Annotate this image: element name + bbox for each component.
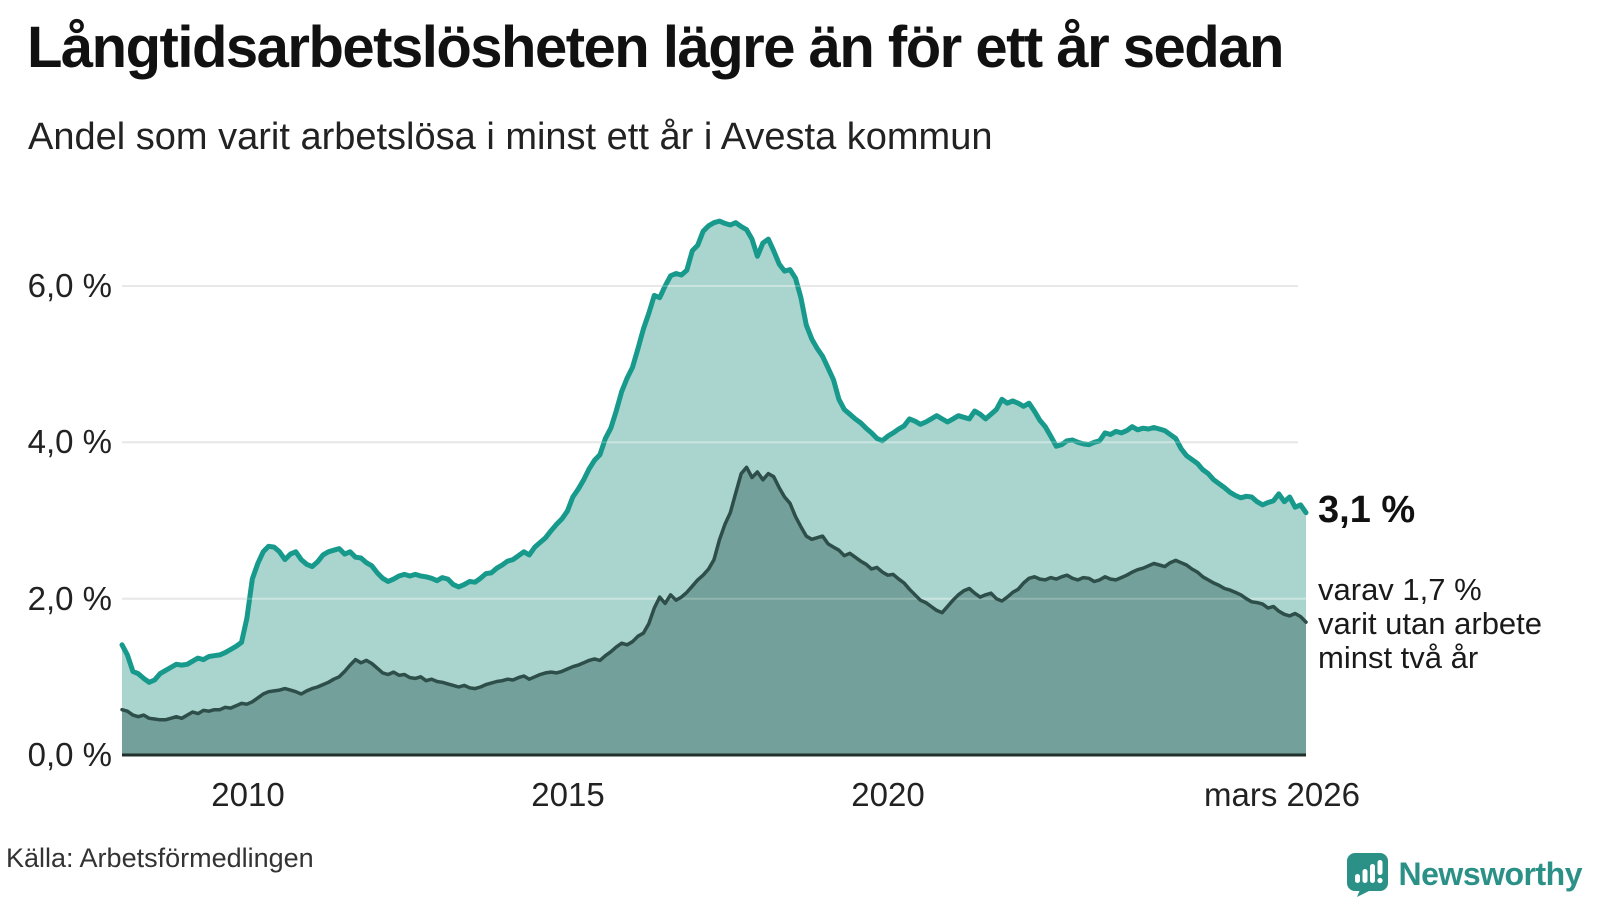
page-subtitle: Andel som varit arbetslösa i minst ett å…: [28, 116, 993, 158]
line-series-1: [119, 218, 1309, 685]
y-tick-label: 2,0 %: [27, 579, 112, 617]
y-tick-label: 4,0 %: [27, 423, 112, 461]
x-tick-label: 2020: [851, 776, 925, 813]
y-tick-label: 0,0 %: [27, 736, 112, 773]
last-value-label: 3,1 %: [1318, 489, 1416, 531]
x-tick-label: 2010: [211, 776, 285, 813]
secondary-value-label: varav 1,7 % varit utan arbete minst två …: [1318, 573, 1542, 675]
line-series-2: [120, 465, 1308, 722]
secondary-value-line: minst två år: [1318, 640, 1479, 675]
secondary-value-line: varit utan arbete: [1318, 606, 1543, 641]
brand-wordmark: Newsworthy: [1398, 855, 1583, 892]
x-tick-label: mars 2026: [1204, 776, 1360, 813]
source-note: Källa: Arbetsförmedlingen: [6, 843, 314, 873]
x-tick-label: 2015: [531, 776, 605, 813]
secondary-value-line: varav 1,7 %: [1318, 572, 1482, 607]
bar-chart-speech-bubble-icon: [1346, 852, 1388, 897]
newsworthy-logo: Newsworthy: [1346, 850, 1583, 898]
page-title: Långtidsarbetslösheten lägre än för ett …: [27, 15, 1284, 80]
y-tick-label: 6,0 %: [27, 267, 112, 304]
area-fill-series-2: [122, 467, 1306, 755]
